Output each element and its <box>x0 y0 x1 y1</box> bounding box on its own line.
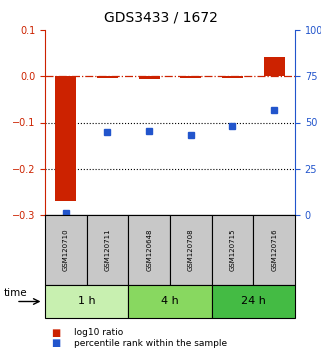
Text: 4 h: 4 h <box>161 297 179 307</box>
Text: 1 h: 1 h <box>78 297 95 307</box>
Text: percentile rank within the sample: percentile rank within the sample <box>74 339 227 348</box>
Text: time: time <box>3 288 27 298</box>
Text: 24 h: 24 h <box>241 297 266 307</box>
Text: ■: ■ <box>51 338 61 348</box>
Bar <box>56 76 76 201</box>
Bar <box>180 76 201 78</box>
Text: GDS3433 / 1672: GDS3433 / 1672 <box>104 11 217 25</box>
Text: ■: ■ <box>51 328 61 338</box>
Text: GSM120708: GSM120708 <box>188 229 194 271</box>
Bar <box>264 57 285 76</box>
Text: GSM120710: GSM120710 <box>63 229 69 271</box>
Text: GSM120716: GSM120716 <box>271 229 277 271</box>
Text: GSM120711: GSM120711 <box>105 229 110 271</box>
Text: log10 ratio: log10 ratio <box>74 329 123 337</box>
Bar <box>97 76 118 78</box>
Text: GSM120715: GSM120715 <box>230 229 236 271</box>
Bar <box>139 76 160 79</box>
Text: GSM120648: GSM120648 <box>146 229 152 271</box>
Bar <box>222 76 243 78</box>
